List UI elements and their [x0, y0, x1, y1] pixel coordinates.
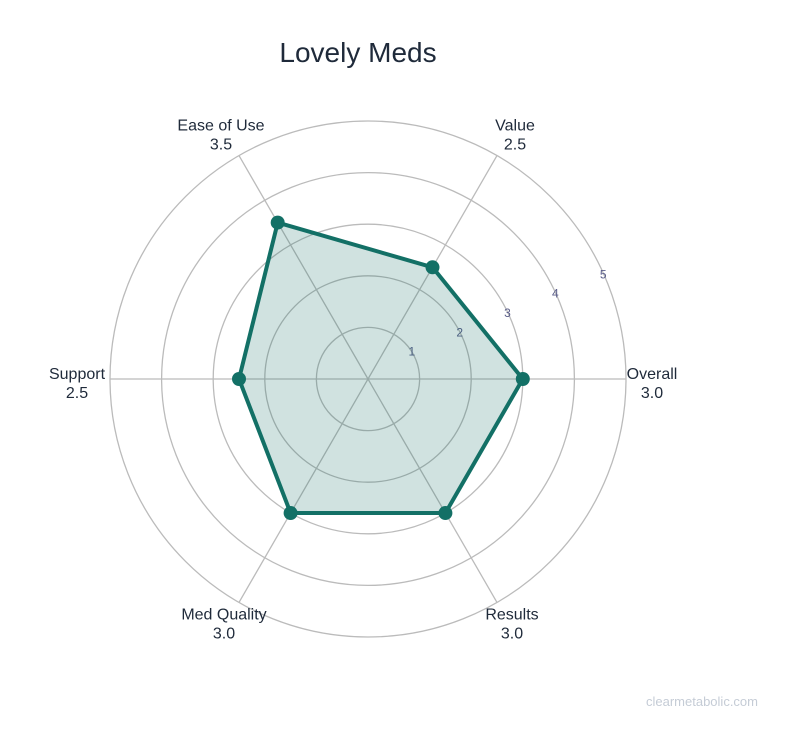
tick-label-2: 2 — [456, 325, 463, 339]
axis-value-support: 2.5 — [66, 385, 88, 402]
axis-value-value: 2.5 — [504, 137, 526, 154]
axis-value-ease-of-use: 3.5 — [210, 137, 232, 154]
data-point-results — [438, 506, 453, 521]
data-point-value — [425, 260, 440, 275]
axis-label-value: Value — [495, 118, 535, 135]
radar-series — [232, 215, 530, 521]
axis-value-results: 3.0 — [501, 625, 523, 642]
axis-label-ease-of-use: Ease of Use — [177, 118, 264, 135]
tick-label-5: 5 — [600, 267, 607, 281]
tick-label-3: 3 — [504, 306, 511, 320]
axis-label-med-quality: Med Quality — [181, 606, 266, 623]
data-point-support — [232, 372, 246, 386]
series-polygon — [237, 220, 525, 516]
tick-label-1: 1 — [408, 345, 415, 359]
axis-label-overall: Overall — [627, 366, 678, 383]
radar-tick-labels: 1 2 3 4 5 — [408, 267, 606, 358]
spoke-4 — [238, 155, 369, 380]
data-point-med-quality — [283, 506, 298, 521]
watermark-text: clearmetabolic.com — [646, 694, 758, 709]
axis-label-support: Support — [49, 366, 106, 383]
radar-axis-labels: Overall 3.0 Results 3.0 Med Quality 3.0 Suppor… — [49, 118, 677, 643]
chart-title: Lovely Meds — [279, 37, 436, 68]
tick-label-4: 4 — [552, 287, 559, 301]
axis-value-med-quality: 3.0 — [213, 625, 235, 642]
spoke-1 — [367, 378, 498, 603]
data-point-ease-of-use — [270, 215, 285, 230]
data-point-overall — [515, 372, 530, 386]
axis-label-results: Results — [485, 606, 538, 623]
spoke-2 — [238, 378, 369, 603]
axis-value-overall: 3.0 — [641, 385, 663, 402]
